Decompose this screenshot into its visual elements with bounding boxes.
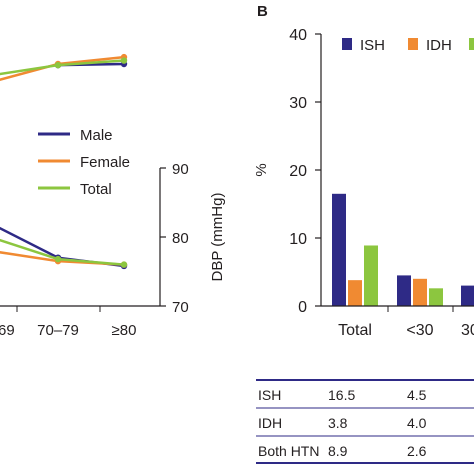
table-cell: 2.6 (407, 443, 427, 459)
dbp-axis-label: DBP (mmHg) (209, 193, 226, 282)
upper-point-total (120, 57, 128, 64)
legend-label-idh: IDH (426, 37, 452, 54)
table-row: IDH 3.8 4.0 (258, 415, 427, 431)
bar-idh-1 (413, 278, 427, 306)
dbp-tick-label-80: 80 (172, 230, 189, 247)
table-row-label: IDH (258, 415, 282, 431)
panel-b-x-label-30: 30 (461, 322, 474, 339)
table-row: Both HTN 8.9 2.6 (258, 443, 427, 459)
dbp-tick-label-90: 90 (172, 161, 189, 178)
panel-b-y-axis: 0 10 20 30 40 % (253, 27, 322, 316)
table-cell: 4.0 (407, 415, 427, 431)
panel-b-legend: ISH IDH (342, 37, 474, 54)
panel-b-y-tick-label: 10 (289, 231, 307, 248)
panel-b-y-axis-label: % (253, 163, 270, 176)
bar-ish-1 (397, 275, 411, 306)
panel-a-x-label-69: 69 (0, 322, 15, 339)
legend-label-ish: ISH (360, 37, 385, 54)
legend-swatch-both (469, 38, 474, 50)
dbp-axis: 90 80 70 DBP (mmHg) (159, 161, 226, 316)
panel-b-x-label-lt30: <30 (406, 322, 433, 339)
legend-label-female: Female (80, 154, 130, 171)
panel-b-y-tick-label: 30 (289, 95, 307, 112)
dbp-line-total (0, 238, 125, 266)
dbp-point-total (54, 255, 62, 263)
bar-ish-2 (461, 285, 474, 306)
legend-swatch-idh (408, 38, 418, 50)
table-cell: 16.5 (328, 387, 355, 403)
dbp-line-group (0, 226, 128, 270)
data-table: ISH 16.5 4.5 IDH 3.8 4.0 Both HTN 8.9 2.… (256, 379, 474, 464)
bar-ish-0 (332, 193, 346, 306)
dbp-tick-label-70: 70 (172, 299, 189, 316)
table-cell: 4.5 (407, 387, 427, 403)
panel-b-y-tick-label: 20 (289, 163, 307, 180)
legend-label-male: Male (80, 127, 113, 144)
bar-idh-0 (348, 280, 362, 306)
table-cell: 3.8 (328, 415, 348, 431)
panel-b-x-axis: Total <30 30 (321, 305, 474, 339)
legend-label-total: Total (80, 181, 112, 198)
panel-a-x-label-70-79: 70–79 (37, 322, 79, 339)
bar-group (332, 193, 474, 306)
table-row-label: Both HTN (258, 443, 319, 459)
table-cell: 8.9 (328, 443, 348, 459)
legend-swatch-ish (342, 38, 352, 50)
table-row-label: ISH (258, 387, 281, 403)
table-row: ISH 16.5 4.5 (258, 387, 427, 403)
panel-a-x-axis: 69 70–79 ≥80 (0, 305, 160, 339)
panel-b-x-label-total: Total (338, 322, 372, 339)
panel-b-y-tick-label: 40 (289, 27, 307, 44)
upper-point-total (54, 61, 62, 69)
bar-both-htn-1 (429, 288, 443, 306)
dbp-point-total (120, 261, 128, 268)
upper-line-group (0, 53, 128, 81)
bar-both-htn-0 (364, 245, 378, 306)
panel-a-x-label-80: ≥80 (112, 322, 137, 339)
panel-b-y-tick-label: 0 (298, 299, 307, 316)
panel-a-legend: Male Female Total (38, 127, 130, 198)
panel-b-label: B (257, 3, 268, 20)
